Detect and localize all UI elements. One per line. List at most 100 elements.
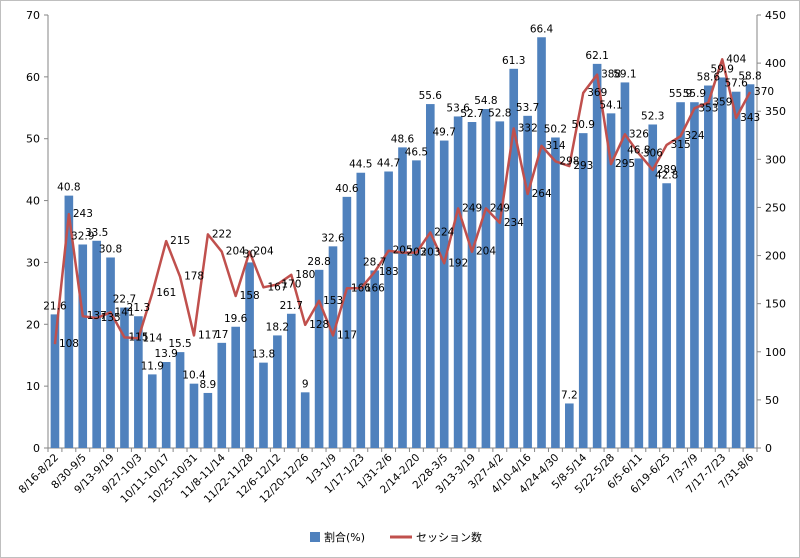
bar <box>676 102 685 449</box>
line-data-label: 203 <box>420 247 440 259</box>
bar-data-label: 30 <box>243 248 256 260</box>
bar-data-label: 46.8 <box>627 145 650 157</box>
bar <box>425 104 435 449</box>
legend-label-bar: 割合(%) <box>324 530 365 544</box>
legend-label-line: セッション数 <box>416 531 482 544</box>
line-data-label: 359 <box>712 97 732 109</box>
line-data-label: 324 <box>685 130 705 142</box>
bar-data-label: 28.8 <box>307 256 330 268</box>
bar-data-label: 18.2 <box>266 321 289 333</box>
bar <box>648 124 658 448</box>
bar-data-label: 13.9 <box>154 348 177 360</box>
bar <box>592 63 602 449</box>
bar-data-label: 52.7 <box>460 108 483 120</box>
bar-data-label: 54.1 <box>599 99 622 111</box>
bar <box>231 326 240 448</box>
bar <box>453 116 463 449</box>
line-data-label: 115 <box>128 331 148 343</box>
bar <box>384 171 393 448</box>
y-right-tick-label: 50 <box>765 394 779 407</box>
bar-data-label: 59.1 <box>613 68 636 80</box>
bar-data-label: 22.7 <box>113 294 136 306</box>
line-data-label: 180 <box>295 269 315 281</box>
bar <box>217 342 227 448</box>
bar-data-labels: 21.6 40.8 32.933.5 30.8 22.721.3 11.913.915.5… <box>43 23 761 401</box>
bar <box>147 374 157 448</box>
bar <box>273 335 282 448</box>
y-left-tick-label: 30 <box>26 256 40 269</box>
line-data-label: 326 <box>629 128 649 140</box>
bar-data-label: 58.6 <box>697 72 721 84</box>
bar <box>106 257 115 448</box>
y-right-tick-label: 100 <box>765 346 786 359</box>
y-right-tick-label: 0 <box>765 442 772 455</box>
bar-data-label: 44.5 <box>349 159 372 171</box>
line-data-label: 369 <box>587 87 607 99</box>
y-left-tick-label: 60 <box>26 71 40 84</box>
bar-series <box>50 37 755 449</box>
bar <box>203 392 213 448</box>
bar-data-label: 30.8 <box>99 243 122 255</box>
line-data-label: 204 <box>226 246 246 258</box>
bar-data-label: 62.1 <box>585 50 608 62</box>
line-data-label: 343 <box>740 112 760 124</box>
line-data-label: 215 <box>170 235 190 247</box>
bar <box>578 133 588 448</box>
bar <box>120 307 129 448</box>
line-data-label: 205 <box>393 245 413 257</box>
bar-data-label: 48.6 <box>391 133 415 145</box>
line-data-label: 314 <box>546 140 566 152</box>
bar-data-label: 7.2 <box>561 389 578 401</box>
y-right-tick-label: 300 <box>765 153 786 166</box>
bar-data-label: 52.3 <box>641 110 664 122</box>
bar <box>161 362 171 448</box>
line-data-label: 388 <box>601 69 621 81</box>
bar <box>745 84 755 448</box>
line-data-label: 264 <box>532 188 552 200</box>
bar-data-label: 59.9 <box>711 63 734 75</box>
bar-data-label: 19.6 <box>224 313 248 325</box>
bar-data-label: 58.8 <box>738 70 761 82</box>
bar <box>717 77 727 449</box>
bar <box>342 196 352 448</box>
y-right-tick-label: 200 <box>765 250 786 263</box>
bar <box>523 115 532 448</box>
y-left-tick-label: 40 <box>26 195 40 208</box>
line-data-label: 234 <box>504 217 524 229</box>
bar-data-label: 53.6 <box>446 102 470 114</box>
bar <box>245 262 254 448</box>
line-series <box>53 58 752 345</box>
y-left-tick-label: 50 <box>26 133 40 146</box>
line-data-label: 249 <box>490 202 510 214</box>
bar-data-label: 46.5 <box>405 146 428 158</box>
bar-data-label: 57.6 <box>724 78 748 90</box>
y-left-tick-label: 20 <box>26 318 40 331</box>
line-data-label: 166 <box>365 282 385 294</box>
bar-data-label: 61.3 <box>502 55 525 67</box>
y-right-tick-label: 450 <box>765 9 786 22</box>
line-data-label: 117 <box>337 329 357 341</box>
line-data-label: 370 <box>754 86 774 98</box>
bar <box>412 160 421 448</box>
bar-data-label: 52.8 <box>488 107 511 119</box>
bar <box>551 137 560 448</box>
bar <box>50 314 60 448</box>
bar-data-label: 8.9 <box>200 379 217 391</box>
bar <box>286 313 296 448</box>
line-data-label: 289 <box>657 164 677 176</box>
bar-data-label: 32.9 <box>71 230 94 242</box>
bar-data-label: 32.6 <box>321 232 345 244</box>
bar <box>356 172 366 448</box>
legend-swatch-bar <box>310 532 320 542</box>
bar-data-label: 21.6 <box>43 300 67 312</box>
bar <box>370 270 380 448</box>
bar-data-label: 15.5 <box>168 338 191 350</box>
bar-data-label: 54.8 <box>474 95 497 107</box>
bar-data-label: 50.9 <box>572 119 595 131</box>
bar <box>398 147 407 449</box>
line-data-label: 192 <box>448 257 468 269</box>
line-data-label: 249 <box>462 202 482 214</box>
